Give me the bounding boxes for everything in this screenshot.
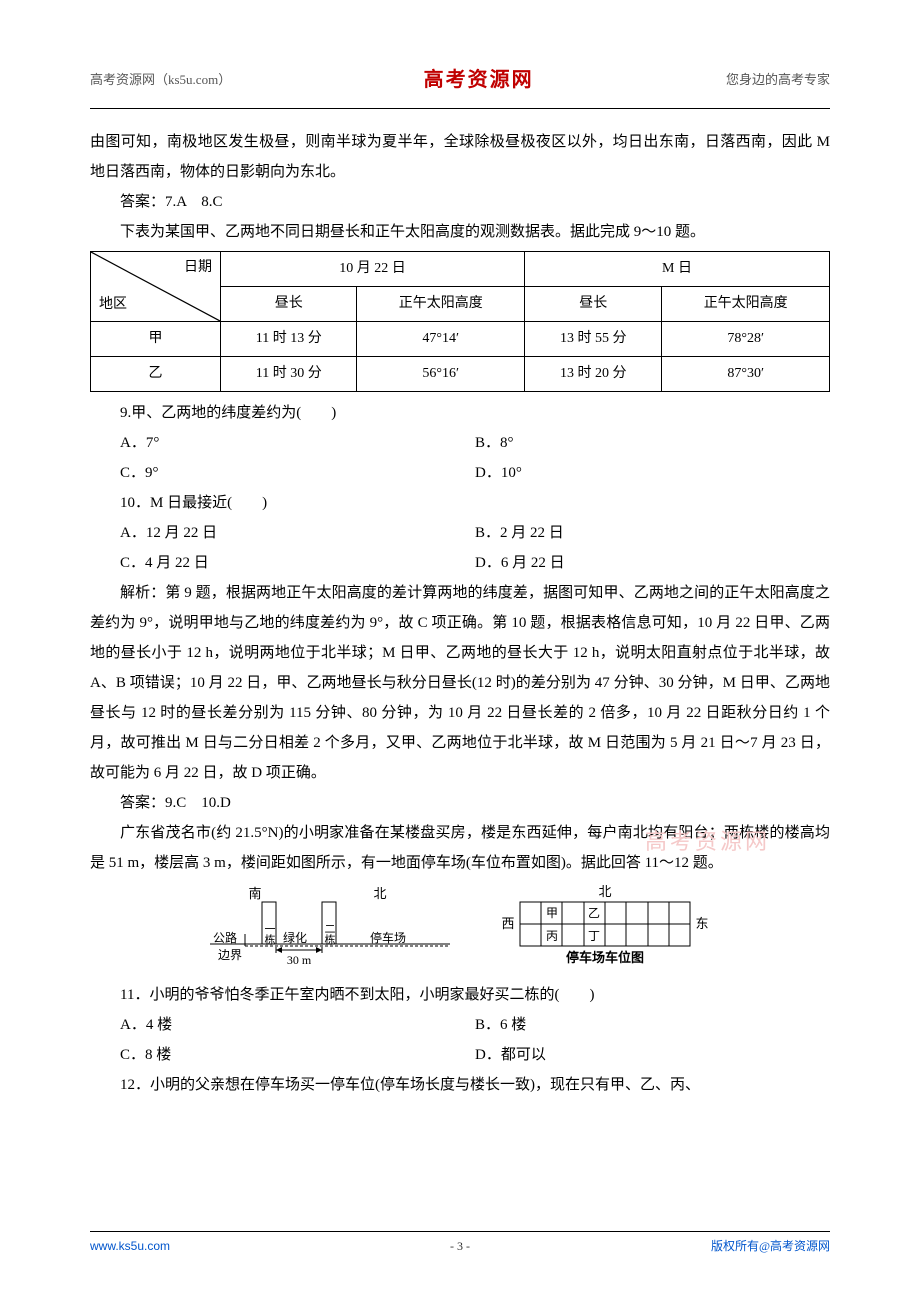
label-parking: 停车场 <box>370 930 406 945</box>
label-north-2: 北 <box>598 884 611 899</box>
option-9c: C．9° <box>120 458 475 488</box>
label-slot-b: 乙 <box>588 906 600 920</box>
question-11: 11．小明的爷爷怕冬季正午室内晒不到太阳，小明家最好买二栋的( ) <box>90 980 830 1010</box>
table-row: 乙 11 时 30 分 56°16′ 13 时 20 分 87°30′ <box>91 357 830 392</box>
table-cell: 13 时 20 分 <box>525 357 662 392</box>
paragraph-table-intro: 下表为某国甲、乙两地不同日期昼长和正午太阳高度的观测数据表。据此完成 9～10 … <box>90 217 830 247</box>
data-table-wrap: 日期 地区 10 月 22 日 M 日 昼长 正午太阳高度 昼长 正午太阳高度 … <box>90 251 830 392</box>
diag-label-region: 地区 <box>99 291 127 319</box>
table-cell: 47°14′ <box>357 322 525 357</box>
question-9: 9.甲、乙两地的纬度差约为( ) <box>90 398 830 428</box>
diagonal-header-cell: 日期 地区 <box>91 252 221 322</box>
diag-label-date: 日期 <box>184 254 212 282</box>
label-road: 公路 <box>213 930 237 945</box>
building-diagram-area: 南 北 一栋 二栋 公路 绿化 停车场 边界 30 m 北 西 东 甲 乙 丙 <box>90 884 830 974</box>
parking-plan-diagram: 北 西 东 甲 乙 丙 丁 停车场车位图 <box>490 884 720 974</box>
table-cell: 甲 <box>91 322 221 357</box>
header-divider <box>90 108 830 109</box>
table-col-mday: M 日 <box>525 252 830 287</box>
label-slot-a: 甲 <box>546 906 558 920</box>
option-11a: A．4 楼 <box>120 1010 475 1040</box>
options-row: A．4 楼 B．6 楼 <box>90 1010 830 1040</box>
buildings-elevation-diagram: 南 北 一栋 二栋 公路 绿化 停车场 边界 30 m <box>200 884 460 974</box>
question-12: 12．小明的父亲想在停车场买一停车位(停车场长度与楼长一致)，现在只有甲、乙、丙… <box>90 1070 830 1100</box>
options-row: C．9° D．10° <box>90 458 830 488</box>
option-10a: A．12 月 22 日 <box>120 518 475 548</box>
table-col-oct22: 10 月 22 日 <box>221 252 525 287</box>
header-center-brand: 高考资源网 <box>424 60 534 100</box>
option-11c: C．8 楼 <box>120 1040 475 1070</box>
footer-url: www.ks5u.com <box>90 1234 170 1258</box>
label-parking-caption: 停车场车位图 <box>566 950 644 965</box>
label-green: 绿化 <box>283 930 307 945</box>
footer-copyright: 版权所有@高考资源网 <box>711 1234 830 1258</box>
footer-page-number: - 3 - <box>450 1234 470 1258</box>
label-distance: 30 m <box>287 953 312 967</box>
table-cell: 13 时 55 分 <box>525 322 662 357</box>
label-building2: 二栋 <box>323 923 336 946</box>
options-row: C．8 楼 D．都可以 <box>90 1040 830 1070</box>
table-cell: 11 时 13 分 <box>221 322 357 357</box>
label-slot-c: 丙 <box>546 929 558 943</box>
options-row: A．7° B．8° <box>90 428 830 458</box>
header-left: 高考资源网（ks5u.com） <box>90 67 231 93</box>
page-footer: www.ks5u.com - 3 - 版权所有@高考资源网 <box>90 1231 830 1258</box>
table-cell: 78°28′ <box>662 322 830 357</box>
paragraph-q11-intro: 广东省茂名市(约 21.5°N)的小明家准备在某楼盘买房，楼是东西延伸，每户南北… <box>90 818 830 878</box>
option-10c: C．4 月 22 日 <box>120 548 475 578</box>
table-subhead: 正午太阳高度 <box>662 287 830 322</box>
label-slot-d: 丁 <box>588 929 600 943</box>
table-cell: 56°16′ <box>357 357 525 392</box>
table-row: 甲 11 时 13 分 47°14′ 13 时 55 分 78°28′ <box>91 322 830 357</box>
table-subhead: 昼长 <box>221 287 357 322</box>
data-table: 日期 地区 10 月 22 日 M 日 昼长 正午太阳高度 昼长 正午太阳高度 … <box>90 251 830 392</box>
option-10d: D．6 月 22 日 <box>475 548 830 578</box>
table-cell: 乙 <box>91 357 221 392</box>
header-right: 您身边的高考专家 <box>726 67 830 93</box>
paragraph-intro: 由图可知，南极地区发生极昼，则南半球为夏半年，全球除极昼极夜区以外，均日出东南，… <box>90 127 830 187</box>
label-west: 西 <box>501 916 514 931</box>
explanation-9-10: 解析：第 9 题，根据两地正午太阳高度的差计算两地的纬度差，据图可知甲、乙两地之… <box>90 578 830 788</box>
table-cell: 87°30′ <box>662 357 830 392</box>
table-subhead: 昼长 <box>525 287 662 322</box>
label-edge: 边界 <box>218 948 242 962</box>
options-row: C．4 月 22 日 D．6 月 22 日 <box>90 548 830 578</box>
question-10: 10．M 日最接近( ) <box>90 488 830 518</box>
page-header: 高考资源网（ks5u.com） 高考资源网 您身边的高考专家 <box>90 60 830 100</box>
option-11d: D．都可以 <box>475 1040 830 1070</box>
label-building1: 一栋 <box>263 923 276 946</box>
table-cell: 11 时 30 分 <box>221 357 357 392</box>
option-9a: A．7° <box>120 428 475 458</box>
option-9d: D．10° <box>475 458 830 488</box>
label-east: 东 <box>695 916 708 931</box>
table-subhead: 正午太阳高度 <box>357 287 525 322</box>
options-row: A．12 月 22 日 B．2 月 22 日 <box>90 518 830 548</box>
label-north: 北 <box>373 886 386 901</box>
option-10b: B．2 月 22 日 <box>475 518 830 548</box>
option-9b: B．8° <box>475 428 830 458</box>
answer-7-8: 答案：7.A 8.C <box>90 187 830 217</box>
table-row: 日期 地区 10 月 22 日 M 日 <box>91 252 830 287</box>
label-south: 南 <box>248 886 261 901</box>
answer-9-10: 答案：9.C 10.D <box>90 788 830 818</box>
option-11b: B．6 楼 <box>475 1010 830 1040</box>
